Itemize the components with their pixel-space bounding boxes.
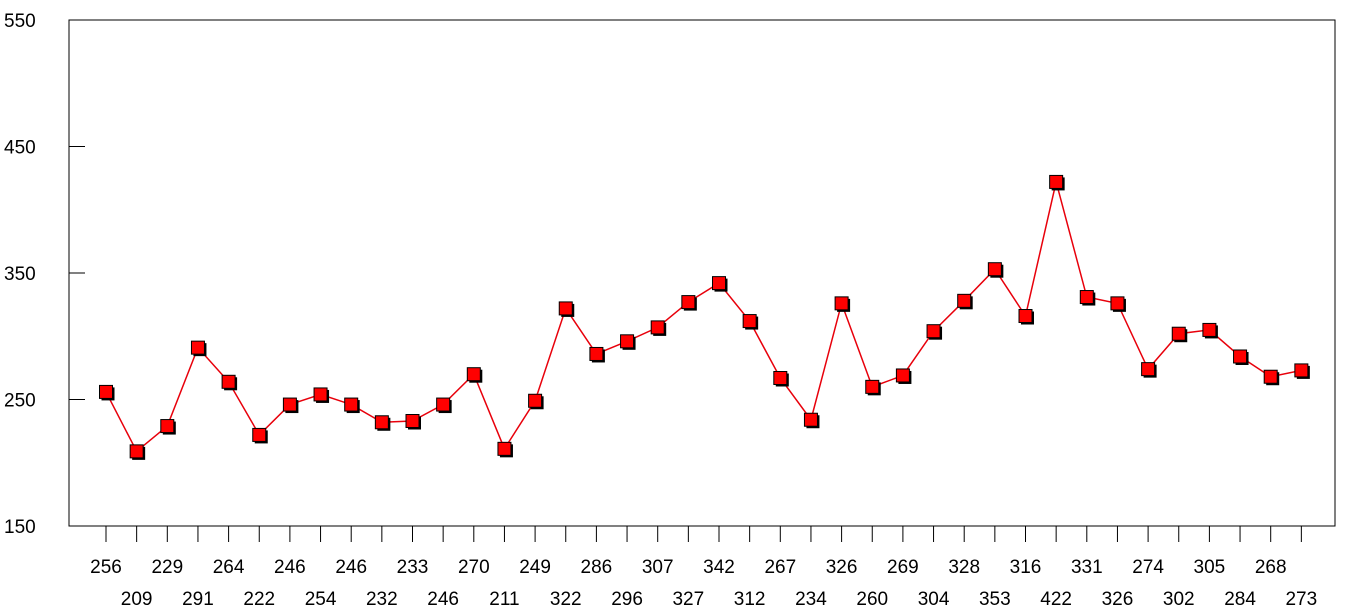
x-tick-label-39: 273 <box>1285 589 1317 610</box>
x-tick-label-4: 264 <box>213 557 245 578</box>
plot-frame <box>68 19 1336 527</box>
data-point-26 <box>895 368 910 383</box>
x-tick-label-22: 267 <box>764 557 796 578</box>
data-point-29 <box>987 262 1002 277</box>
x-tick-label-5: 222 <box>243 589 275 610</box>
x-tick-label-34: 274 <box>1132 557 1164 578</box>
data-point-30 <box>1018 309 1033 324</box>
x-tick-label-37: 284 <box>1224 589 1256 610</box>
data-point-34 <box>1141 362 1156 377</box>
data-point-3 <box>190 340 205 355</box>
x-tick-label-31: 422 <box>1040 589 1072 610</box>
data-point-35 <box>1171 326 1186 341</box>
x-tick-label-25: 260 <box>856 589 888 610</box>
data-point-18 <box>650 320 665 335</box>
x-tick-label-27: 304 <box>918 589 950 610</box>
data-point-11 <box>436 397 451 412</box>
y-tick-label-350: 350 <box>4 264 36 285</box>
data-point-2 <box>160 419 175 434</box>
x-tick-label-36: 305 <box>1194 557 1226 578</box>
y-tick-label-250: 250 <box>4 391 36 412</box>
data-point-20 <box>712 276 726 291</box>
x-tick-label-12: 270 <box>458 557 490 578</box>
x-tick-label-26: 269 <box>887 557 919 578</box>
data-point-4 <box>221 374 236 389</box>
data-point-39 <box>1294 363 1309 378</box>
y-tick-label-550: 550 <box>4 11 36 32</box>
x-tick-label-32: 331 <box>1071 557 1103 578</box>
data-point-38 <box>1263 369 1278 384</box>
data-point-7 <box>313 387 328 402</box>
data-point-0 <box>99 384 113 399</box>
series-line-0 <box>105 181 1302 453</box>
x-tick-label-24: 326 <box>826 557 858 578</box>
x-tick-label-3: 291 <box>182 589 214 610</box>
axes <box>68 19 1336 527</box>
data-point-17 <box>620 334 635 349</box>
x-tick-label-11: 246 <box>427 589 459 610</box>
x-tick-label-13: 211 <box>489 589 519 610</box>
data-point-6 <box>282 397 297 412</box>
data-point-21 <box>742 314 757 329</box>
y-tick-label-450: 450 <box>4 138 36 159</box>
x-tick-label-0: 256 <box>90 557 122 578</box>
x-tick-label-21: 312 <box>734 589 766 610</box>
data-point-9 <box>374 415 389 430</box>
data-point-14 <box>528 393 543 408</box>
data-point-25 <box>865 379 880 394</box>
x-tick-label-9: 232 <box>366 589 398 610</box>
data-point-15 <box>558 301 573 316</box>
x-tick-label-17: 296 <box>611 589 643 610</box>
x-tick-label-10: 233 <box>397 557 429 578</box>
x-tick-label-30: 316 <box>1010 557 1042 578</box>
data-point-23 <box>803 412 818 427</box>
x-axis-ticks: 256 209 229 291 264 222 246 254 246 232 233 246 270 2… <box>90 526 1317 610</box>
data-point-27 <box>926 324 941 339</box>
data-point-28 <box>957 293 972 308</box>
x-tick-label-18: 307 <box>642 557 674 578</box>
x-tick-label-15: 322 <box>550 589 582 610</box>
x-tick-label-1: 209 <box>121 589 153 610</box>
data-point-12 <box>466 367 481 382</box>
x-tick-label-35: 302 <box>1163 589 1195 610</box>
x-tick-label-20: 342 <box>703 557 735 578</box>
x-tick-label-8: 246 <box>335 557 367 578</box>
x-tick-label-23: 234 <box>795 589 827 610</box>
x-tick-label-28: 328 <box>948 557 980 578</box>
x-tick-label-33: 326 <box>1102 589 1134 610</box>
y-tick-label-150: 150 <box>4 517 36 538</box>
x-tick-label-14: 249 <box>519 557 551 578</box>
x-tick-label-6: 246 <box>274 557 306 578</box>
data-point-1 <box>129 444 144 459</box>
x-tick-label-38: 268 <box>1255 557 1287 578</box>
x-tick-label-19: 327 <box>672 589 704 610</box>
data-point-32 <box>1079 290 1094 305</box>
data-series <box>99 174 1310 460</box>
data-point-13 <box>497 441 512 456</box>
data-point-37 <box>1233 349 1248 364</box>
x-tick-label-29: 353 <box>979 589 1011 610</box>
data-point-5 <box>252 427 267 442</box>
data-point-36 <box>1202 322 1217 337</box>
data-point-33 <box>1110 296 1125 311</box>
x-tick-label-7: 254 <box>305 589 337 610</box>
data-point-16 <box>589 346 604 361</box>
y-axis-ticks: 150 250 350 450 550 <box>4 11 85 538</box>
data-point-31 <box>1049 174 1064 189</box>
x-tick-label-16: 286 <box>581 557 613 578</box>
data-point-19 <box>681 295 696 310</box>
x-tick-label-2: 229 <box>151 557 183 578</box>
data-point-22 <box>773 370 788 385</box>
data-point-10 <box>405 414 420 429</box>
data-point-24 <box>834 296 849 311</box>
data-point-8 <box>344 397 359 412</box>
